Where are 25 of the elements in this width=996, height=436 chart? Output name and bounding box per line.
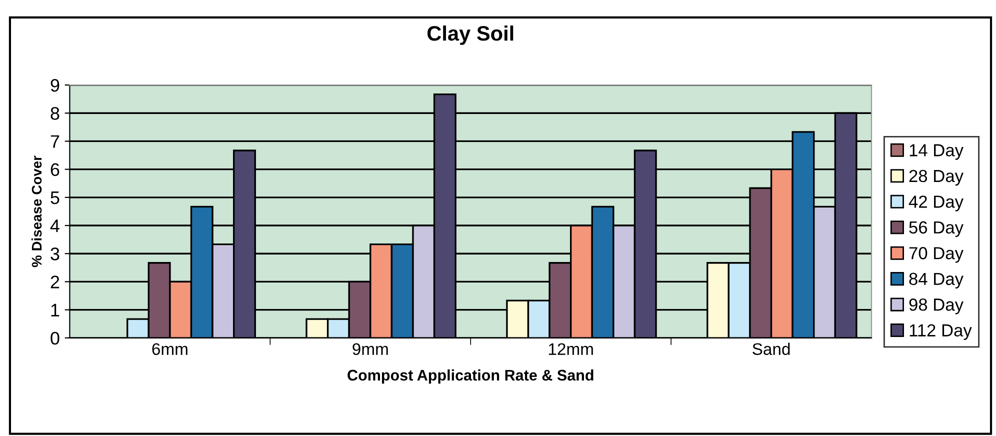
legend-label: 70 Day (909, 247, 964, 263)
legend-label: 14 Day (910, 144, 964, 160)
x-tick-label: 12mm (548, 343, 593, 355)
x-axis-title: Compost Application Rate & Sand (348, 369, 594, 384)
x-tick-label: 9mm (352, 343, 388, 356)
y-axis-title: % Disease Cover (31, 156, 42, 268)
y-tick-label: 4 (50, 220, 60, 232)
y-tick-label: 0 (50, 332, 60, 345)
legend-label: 28 Day (909, 170, 964, 186)
legend-label: 42 Day (908, 196, 964, 212)
y-tick-label: 5 (50, 192, 60, 204)
y-tick-label: 1 (51, 304, 60, 316)
y-tick-label: 9 (50, 78, 60, 92)
legend-label: 98 Day (909, 298, 964, 314)
x-tick-label: 6mm (152, 343, 188, 356)
legend-label: 112 Day (910, 324, 972, 340)
y-tick-label: 2 (50, 276, 60, 288)
x-tick-label: Sand (752, 342, 790, 356)
legend-label: 84 Day (909, 272, 964, 288)
legend-label: 56 Day (909, 221, 964, 238)
y-tick-label: 7 (50, 135, 60, 148)
y-tick-label: 8 (50, 107, 60, 120)
y-tick-label: 3 (50, 248, 60, 260)
chart-title: Clay Soil (427, 25, 514, 45)
y-tick-label: 6 (50, 163, 60, 176)
